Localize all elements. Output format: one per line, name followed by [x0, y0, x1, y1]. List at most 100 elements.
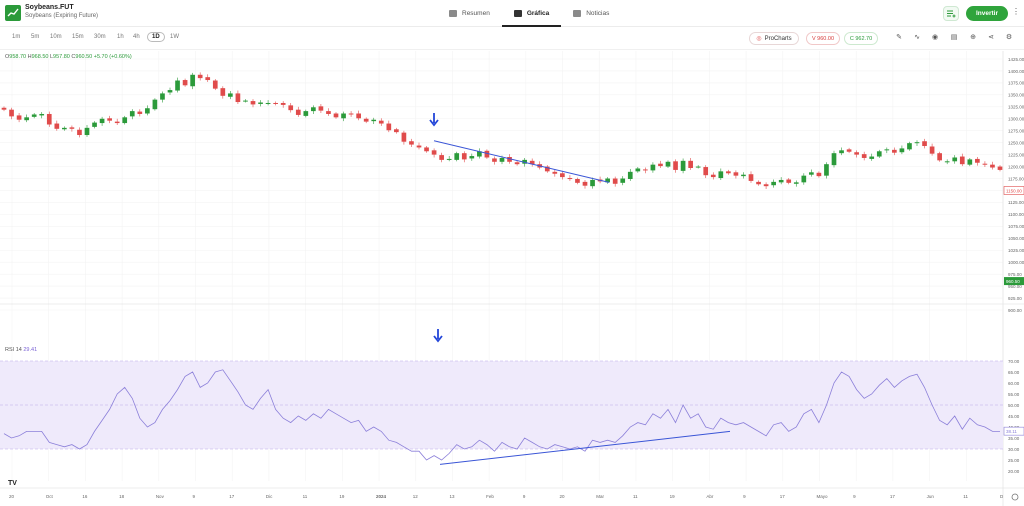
more-options-icon[interactable]: ⋮	[1012, 7, 1020, 16]
rsi-axis-label: 30.00	[1008, 447, 1020, 452]
target-icon[interactable]: ◉	[931, 34, 939, 41]
candle	[658, 163, 663, 167]
top-bar: Soybeans.FUT Soybeans (Expiring Future) …	[0, 0, 1024, 27]
candle	[431, 150, 437, 155]
date-axis-label: 12	[413, 494, 419, 499]
price-axis-label: 1050.00	[1008, 236, 1024, 241]
summary-icon	[449, 10, 457, 17]
date-axis-label: Mayo	[816, 494, 828, 499]
candle	[839, 150, 844, 154]
candle	[529, 160, 535, 165]
candle	[152, 99, 158, 110]
candle	[311, 107, 316, 112]
candle	[507, 157, 512, 162]
timeframe-10m[interactable]: 10m	[50, 34, 62, 40]
watchlist-icon	[947, 10, 956, 18]
candle	[499, 157, 505, 162]
candle	[107, 118, 112, 121]
candle	[145, 108, 150, 114]
share-icon[interactable]: ⋖	[988, 34, 994, 41]
candle	[778, 179, 784, 183]
price-trendline	[433, 140, 610, 183]
tab-noticias-label: Noticias	[586, 10, 610, 17]
candle	[129, 111, 135, 117]
candle	[703, 167, 709, 176]
candle	[914, 142, 920, 144]
watchlist-button[interactable]	[943, 6, 959, 21]
candle	[567, 178, 573, 180]
timeframe-1w[interactable]: 1W	[170, 34, 179, 40]
settings-icon[interactable]: ⚙	[1005, 34, 1013, 41]
rsi-axis-label: 70.00	[1008, 359, 1020, 364]
candle	[627, 171, 633, 180]
ohlc-open: 958.70	[9, 54, 27, 60]
timeframe-1m[interactable]: 1m	[12, 34, 21, 40]
candle	[605, 178, 610, 183]
bars-icon[interactable]: ▤	[950, 34, 958, 41]
indicators-icon[interactable]: ∿	[914, 34, 920, 41]
date-axis-label: 9	[743, 494, 746, 499]
price-axis-label: 1100.00	[1008, 212, 1024, 217]
prochart-icon: ◎	[756, 36, 762, 42]
candle	[39, 113, 45, 116]
candle	[688, 160, 693, 169]
timeframe-5m[interactable]: 5m	[31, 34, 40, 40]
sell-button[interactable]: V 960.00	[806, 32, 840, 45]
rsi-axis-label: 45.00	[1008, 414, 1020, 419]
buy-button[interactable]: C 962.70	[844, 32, 878, 45]
candle	[461, 153, 467, 160]
candle	[937, 153, 942, 161]
candle	[326, 111, 331, 114]
tab-grafica[interactable]: Gráfica	[501, 0, 562, 27]
prochart-button[interactable]: ◎ ProCharts	[749, 32, 799, 45]
price-chart[interactable]: 1425.001400.001375.001350.001325.001300.…	[0, 51, 1024, 506]
timeframe-1d[interactable]: 1D	[147, 32, 165, 42]
candle	[46, 113, 52, 125]
timeframe-30m[interactable]: 30m	[94, 34, 106, 40]
timeframe-4h[interactable]: 4h	[133, 34, 140, 40]
candle	[590, 179, 595, 187]
candle	[9, 109, 14, 117]
timeframe-15m[interactable]: 15m	[72, 34, 84, 40]
tab-noticias[interactable]: Noticias	[561, 0, 621, 27]
candle	[258, 102, 263, 104]
candle	[197, 74, 203, 79]
rsi-axis-label: 35.00	[1008, 436, 1020, 441]
zoom-icon[interactable]: ⊕	[970, 34, 976, 41]
candle	[846, 149, 852, 152]
candle	[575, 179, 580, 183]
news-icon	[573, 10, 582, 17]
date-axis-label: 19	[670, 494, 676, 499]
candle	[318, 106, 324, 111]
candle	[967, 159, 973, 165]
price-axis-label: 950.00	[1008, 284, 1022, 289]
timeframe-1h[interactable]: 1h	[117, 34, 124, 40]
candle	[363, 118, 369, 122]
candle	[665, 161, 671, 167]
date-axis-label: Abr	[706, 494, 714, 499]
draw-icon[interactable]: ✎	[896, 34, 902, 41]
tab-resumen[interactable]: Resumen	[437, 0, 502, 27]
candle	[250, 101, 256, 105]
rsi-line	[3, 369, 1000, 461]
candle	[114, 121, 120, 124]
date-axis-label: Oct	[46, 494, 54, 499]
invest-button[interactable]: Invertir	[966, 6, 1008, 21]
candle	[922, 141, 927, 147]
price-axis-label: 1075.00	[1008, 224, 1024, 229]
date-axis-label: Nov	[156, 494, 165, 499]
candle	[816, 172, 822, 177]
candle	[280, 102, 286, 105]
tab-resumen-label: Resumen	[462, 10, 490, 17]
candle	[273, 102, 278, 104]
candle	[612, 178, 618, 184]
candle	[876, 151, 882, 157]
candle	[892, 149, 897, 153]
ohlc-high: 968.50	[31, 54, 49, 60]
candle	[371, 119, 377, 122]
candle	[1, 107, 7, 110]
chart-toolbar: 1m 5m 10m 15m 30m 1h 4h 1D 1W ◎ ProChart…	[0, 28, 1024, 50]
candle	[582, 181, 588, 186]
candle	[975, 158, 980, 163]
date-axis-label: Feb	[486, 494, 494, 499]
